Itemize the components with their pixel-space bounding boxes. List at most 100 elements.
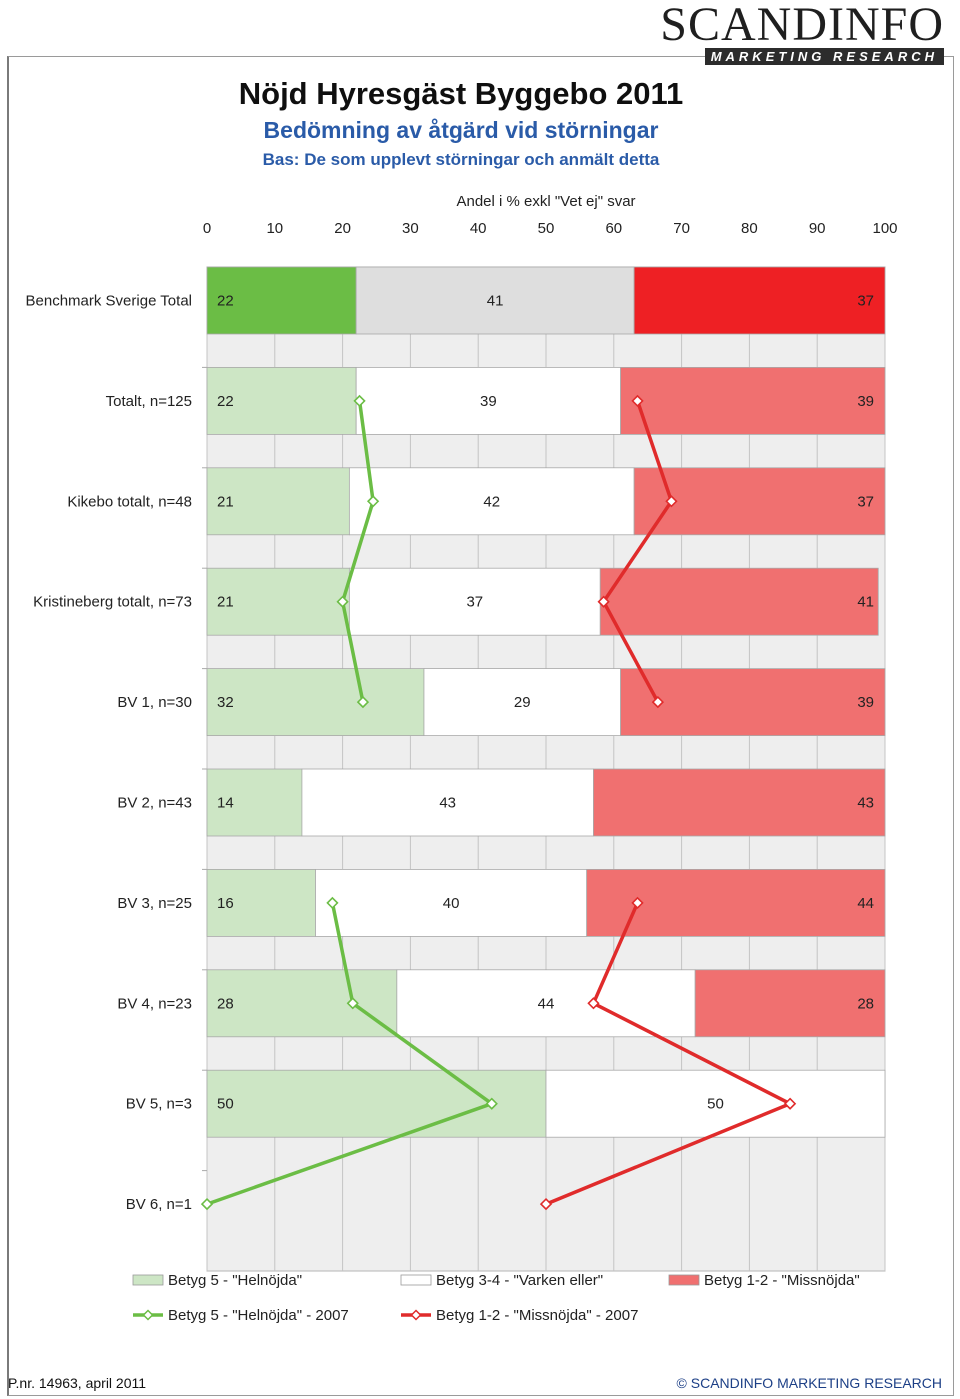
logo-wordmark: SCANDINFO — [660, 0, 944, 51]
data-label: 42 — [483, 493, 500, 510]
legend-marker — [410, 1309, 422, 1321]
bar-segment — [593, 768, 886, 837]
bar-segment — [633, 266, 886, 335]
data-label: 43 — [857, 795, 874, 812]
data-label: 41 — [487, 293, 504, 310]
data-label: 44 — [538, 995, 555, 1012]
bar-segment — [545, 1069, 886, 1138]
trend-marker — [631, 394, 644, 408]
legend-label: Betyg 5 - "Helnöjda" — [168, 1272, 302, 1289]
logo-tagline: MARKETING RESEARCH — [704, 48, 944, 65]
bar-segment — [206, 969, 398, 1038]
trend-marker — [651, 695, 665, 709]
category-label: Kikebo totalt, n=48 — [67, 493, 192, 510]
trend-marker — [597, 595, 610, 608]
trend-marker — [783, 1097, 797, 1110]
logo: SCANDINFO MARKETING RESEARCH — [660, 0, 944, 66]
bar-segment — [206, 869, 316, 937]
category-label: Benchmark Sverige Total — [26, 293, 192, 310]
trend-line-2007 — [340, 400, 375, 703]
bar-segment — [206, 366, 357, 435]
data-label: 14 — [217, 795, 234, 812]
category-label: Kristineberg totalt, n=73 — [33, 594, 192, 611]
legend-label: Betyg 1-2 - "Missnöjda" — [704, 1272, 860, 1289]
data-label: 21 — [217, 493, 234, 510]
data-label: 16 — [217, 895, 234, 912]
trend-marker — [353, 394, 366, 408]
trend-marker — [336, 595, 349, 608]
data-label: 28 — [857, 995, 874, 1012]
x-tick-label: 0 — [203, 220, 211, 237]
category-label: BV 4, n=23 — [117, 995, 192, 1012]
bar-segment — [620, 366, 886, 435]
bar-segment — [620, 668, 886, 736]
data-label: 28 — [217, 995, 234, 1012]
legend-swatch — [132, 1274, 164, 1286]
x-tick-label: 80 — [741, 220, 758, 237]
bar-segment — [206, 567, 350, 636]
trend-marker — [346, 997, 359, 1010]
bar-segment — [423, 668, 621, 736]
trend-line-2007 — [545, 902, 792, 1206]
data-label: 44 — [857, 895, 874, 912]
base-note: Bas: De som upplevt störningar och anmäl… — [262, 150, 660, 169]
data-label: 21 — [217, 594, 234, 611]
bar-segment — [355, 266, 635, 335]
data-label: 39 — [857, 393, 874, 410]
bar-segment — [206, 668, 425, 736]
bar-segment — [301, 768, 594, 837]
x-tick-label: 70 — [673, 220, 690, 237]
data-label: 50 — [707, 1096, 724, 1113]
bar-segment — [348, 567, 601, 636]
category-label: BV 5, n=3 — [126, 1096, 192, 1113]
x-tick-label: 50 — [538, 220, 555, 237]
legend-swatch — [668, 1274, 700, 1286]
bar-segment — [206, 467, 350, 536]
data-label: 39 — [857, 694, 874, 711]
x-tick-label: 40 — [470, 220, 487, 237]
trend-marker — [200, 1197, 214, 1211]
category-label: BV 6, n=1 — [126, 1196, 192, 1213]
page-subtitle: Bedömning av åtgärd vid störningar — [263, 117, 659, 143]
trend-marker — [356, 695, 370, 709]
legend-swatch — [400, 1274, 432, 1286]
x-tick-label: 90 — [809, 220, 826, 237]
trend-marker — [366, 495, 380, 508]
data-label: 22 — [217, 393, 234, 410]
bar-segment — [396, 969, 696, 1038]
bar-segment — [599, 567, 879, 636]
x-axis-title: Andel i % exkl "Vet ej" svar — [456, 193, 635, 210]
data-label: 39 — [480, 393, 497, 410]
data-label: 43 — [439, 795, 456, 812]
stacked-bar-chart: Andel i % exkl "Vet ej" svar 0 10 20 30 40 50 6… — [26, 193, 898, 1324]
x-tick-label: 10 — [266, 220, 283, 237]
bar-segment — [348, 467, 635, 536]
data-label: 41 — [857, 594, 874, 611]
legend-label: Betyg 5 - "Helnöjda" - 2007 — [168, 1307, 349, 1324]
trend-marker — [631, 896, 644, 910]
category-label: BV 2, n=43 — [117, 795, 192, 812]
trend-marker — [587, 997, 600, 1010]
page-title: Nöjd Hyresgäst Byggebo 2011 — [238, 76, 684, 111]
category-label: BV 1, n=30 — [117, 694, 192, 711]
data-label: 50 — [217, 1096, 234, 1113]
category-label: Totalt, n=125 — [106, 393, 192, 410]
bar-segment — [206, 768, 303, 837]
trend-marker — [539, 1197, 553, 1211]
bar-segment — [694, 969, 886, 1038]
x-tick-label: 60 — [605, 220, 622, 237]
x-tick-label: 20 — [334, 220, 351, 237]
x-tick-label: 30 — [402, 220, 419, 237]
bar-segment — [315, 869, 588, 937]
x-tick-label: 100 — [872, 220, 897, 237]
trend-marker — [665, 495, 678, 508]
data-label: 37 — [857, 293, 874, 310]
data-label: 40 — [443, 895, 460, 912]
legend-marker — [142, 1309, 154, 1321]
legend-label: Betyg 3-4 - "Varken eller" — [436, 1272, 603, 1289]
footer-project-number: P.nr. 14963, april 2011 — [8, 1375, 147, 1391]
data-label: 37 — [466, 594, 483, 611]
data-label: 37 — [857, 493, 874, 510]
data-label: 29 — [514, 694, 531, 711]
bar-segment — [206, 266, 357, 335]
